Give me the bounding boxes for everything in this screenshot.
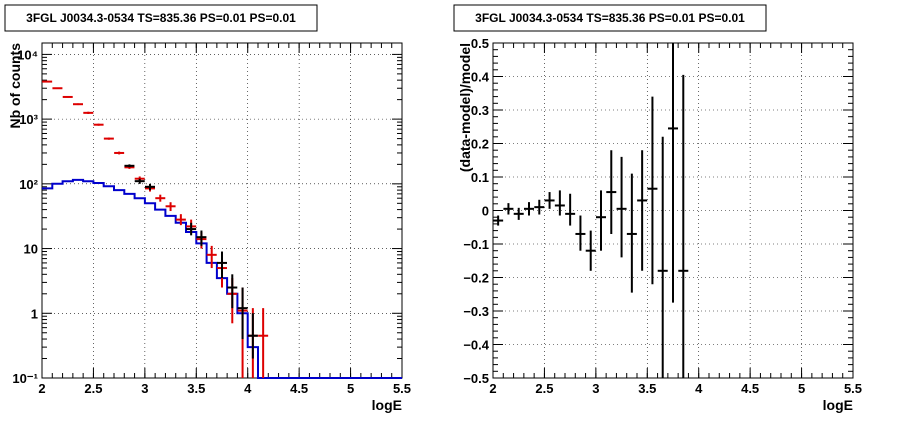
data-point <box>575 215 586 251</box>
y-tick-label: 0.5 <box>471 36 489 51</box>
data-point <box>258 308 269 378</box>
y-tick-label: 0 <box>482 204 489 219</box>
residual-x-axis-label: logE <box>823 397 853 413</box>
data-point <box>155 194 166 202</box>
y-tick-label: −0.3 <box>463 304 489 319</box>
data-point <box>196 230 207 246</box>
data-point <box>606 150 617 234</box>
data-point <box>103 137 114 140</box>
data-point <box>145 183 155 191</box>
data-point <box>565 193 576 226</box>
counts-x-axis-label: logE <box>372 397 402 413</box>
data-point <box>616 156 627 258</box>
x-tick-label: 2.5 <box>535 381 553 396</box>
y-tick-label: 1 <box>31 306 38 321</box>
y-tick-label: 0.1 <box>471 170 489 185</box>
x-tick-label: 3 <box>592 381 599 396</box>
x-tick-label: 2.5 <box>84 381 102 396</box>
counts-title-box <box>4 4 318 32</box>
x-tick-label: 4 <box>244 381 252 396</box>
data-point <box>217 251 227 279</box>
y-tick-label: −0.2 <box>463 271 489 286</box>
counts-plot-frame <box>41 42 403 379</box>
data-point <box>134 178 145 184</box>
residual-y-axis-label: (data-model)/model <box>457 43 473 172</box>
counts-ticks: 2 2.5 3 3.5 4 4.5 5 5.5 10⁻¹ 1 10 10² 10³ 10⁴ <box>12 43 411 396</box>
x-tick-label: 3.5 <box>187 381 205 396</box>
x-tick-label: 4 <box>695 381 703 396</box>
x-tick-label: 2 <box>489 381 496 396</box>
data-point <box>247 313 258 359</box>
counts-marks <box>42 80 402 379</box>
y-tick-label: −0.1 <box>463 237 489 252</box>
residual-panel: 3FGL J0034.3-0534 TS=835.36 PS=0.01 PS=0… <box>453 4 862 413</box>
data-point <box>544 192 555 209</box>
data-point <box>534 199 545 215</box>
y-tick-label: 0.4 <box>471 70 490 85</box>
data-point <box>524 202 534 216</box>
data-point <box>503 203 514 215</box>
y-tick-label: 0.3 <box>471 103 489 118</box>
x-tick-label: 4.5 <box>741 381 759 396</box>
y-tick-label: 10 <box>24 242 38 257</box>
data-point <box>114 151 125 155</box>
data-point <box>678 74 689 378</box>
data-point <box>206 245 217 269</box>
x-tick-label: 4.5 <box>290 381 308 396</box>
counts-title: 3FGL J0034.3-0534 TS=835.36 PS=0.01 PS=0… <box>26 11 296 25</box>
x-tick-label: 3 <box>141 381 148 396</box>
data-point <box>513 207 524 220</box>
data-point <box>165 202 176 212</box>
x-tick-label: 5 <box>798 381 805 396</box>
counts-y-axis-label: Nb of counts <box>7 43 23 129</box>
x-tick-label: 3.5 <box>638 381 656 396</box>
data-point <box>637 150 648 271</box>
x-tick-label: 2 <box>38 381 45 396</box>
residual-title: 3FGL J0034.3-0534 TS=835.36 PS=0.01 PS=0… <box>475 11 745 25</box>
counts-grid <box>42 43 402 378</box>
x-tick-label: 5.5 <box>844 381 862 396</box>
y-tick-label: 10⁴ <box>17 47 38 62</box>
data-point <box>626 173 637 293</box>
residual-marks <box>493 43 689 378</box>
y-tick-label: −0.5 <box>463 371 489 386</box>
data-point <box>657 136 668 378</box>
data-point <box>124 164 135 168</box>
x-tick-label: 5 <box>347 381 354 396</box>
data-point <box>554 190 565 216</box>
counts-panel: 3FGL J0034.3-0534 TS=835.36 PS=0.01 PS=0… <box>4 4 411 413</box>
data-point <box>647 96 658 285</box>
data-point <box>585 230 596 271</box>
residual-title-box <box>453 4 767 32</box>
data-point <box>493 215 504 226</box>
data-point <box>52 87 63 90</box>
y-tick-label: 10³ <box>19 112 38 127</box>
data-point <box>596 190 606 251</box>
data-point <box>237 287 248 340</box>
data-point <box>62 95 73 98</box>
data-point <box>83 111 94 114</box>
data-point <box>227 274 238 309</box>
x-tick-label: 5.5 <box>393 381 411 396</box>
y-tick-label: 10² <box>19 177 38 192</box>
data-point <box>175 214 186 226</box>
data-point <box>73 103 83 106</box>
data-point <box>668 43 678 303</box>
data-point <box>42 80 53 83</box>
y-tick-label: −0.4 <box>463 338 489 353</box>
data-point <box>93 123 104 126</box>
y-tick-label: 10⁻¹ <box>12 371 38 386</box>
residual-ticks: 2 2.5 3 3.5 4 4.5 5 5.5 −0.5 −0.4 −0.3 −0.2 −0.1 0 0.1… <box>463 36 862 396</box>
data-point <box>186 222 197 236</box>
y-tick-label: 0.2 <box>471 137 489 152</box>
